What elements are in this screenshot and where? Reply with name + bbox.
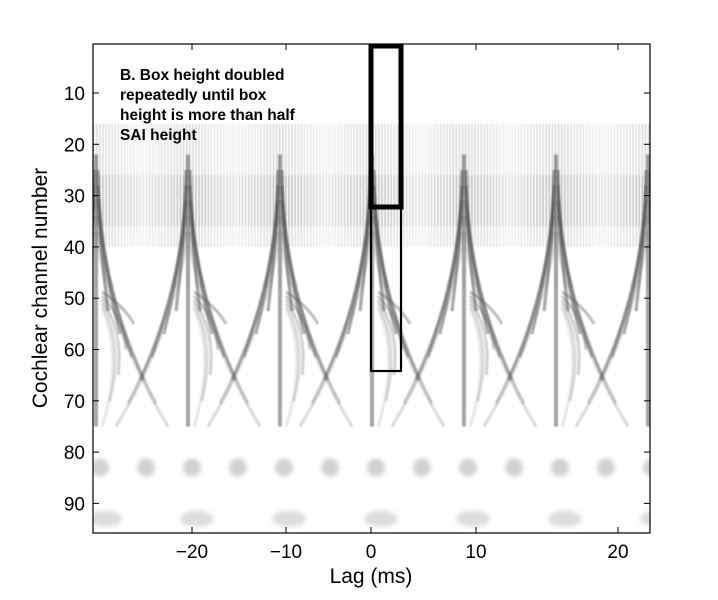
x-tick-label: −10 — [270, 542, 302, 563]
y-tick-label: 90 — [64, 494, 85, 515]
y-tick-label: 60 — [64, 341, 85, 362]
annotation-line: SAI height — [120, 127, 197, 144]
y-axis-label: Cochlear channel number — [29, 168, 52, 408]
x-tick-label: 10 — [465, 542, 486, 563]
y-tick-label: 10 — [64, 84, 85, 105]
y-tick-label: 30 — [64, 187, 85, 208]
y-tick-label: 50 — [64, 289, 85, 310]
x-tick-label: −20 — [176, 542, 208, 563]
annotation-line: B. Box height doubled — [120, 67, 285, 84]
x-tick-labels: −20 −10 0 10 20 — [176, 542, 629, 563]
y-tick-label: 40 — [64, 238, 85, 259]
axis-ticks — [93, 44, 650, 533]
y-tick-label: 80 — [64, 443, 85, 464]
x-tick-label: 0 — [366, 542, 377, 563]
annotation-line: height is more than half — [120, 107, 295, 124]
y-tick-label: 20 — [64, 135, 85, 156]
x-axis-label: Lag (ms) — [330, 565, 413, 588]
annotation-boxes — [368, 43, 404, 373]
initial-box — [368, 43, 404, 210]
y-tick-labels: 10 20 30 40 50 60 70 80 90 — [64, 84, 85, 515]
sai-heatmap — [93, 123, 650, 527]
y-tick-label: 70 — [64, 392, 85, 413]
annotation-line: repeatedly until box — [120, 87, 267, 104]
x-tick-label: 20 — [607, 542, 628, 563]
annotation-text: B. Box height doubled repeatedly until b… — [120, 66, 380, 146]
